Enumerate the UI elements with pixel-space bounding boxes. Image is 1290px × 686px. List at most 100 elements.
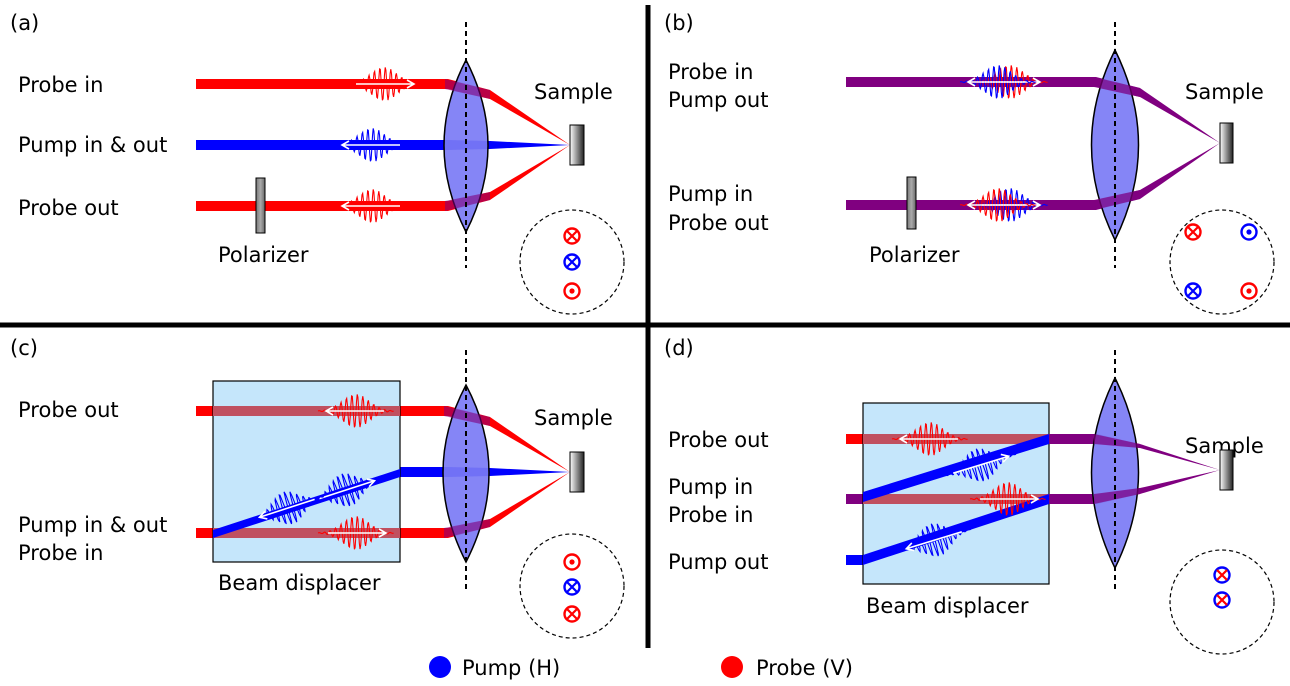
polarization-inset bbox=[1169, 549, 1275, 655]
polarization-cross bbox=[566, 581, 578, 593]
direction-arrow bbox=[980, 494, 1040, 504]
probe-cross-icon bbox=[563, 227, 581, 245]
probe-in-beam-right bbox=[400, 528, 448, 538]
sample bbox=[569, 451, 585, 493]
lens-probe-overlap-bottom bbox=[445, 192, 490, 211]
direction-arrow bbox=[898, 434, 958, 444]
legend-pump-label: Pump (H) bbox=[462, 656, 560, 680]
polarization-inset bbox=[519, 533, 625, 639]
label-probe-in: Probe in bbox=[668, 503, 753, 527]
label-polarizer: Polarizer bbox=[869, 243, 960, 267]
polarization-cross bbox=[1216, 569, 1228, 581]
label-sample: Sample bbox=[534, 406, 613, 430]
lens-overlap-top bbox=[1094, 77, 1140, 97]
panel-d-tag: (d) bbox=[664, 336, 694, 360]
legend-probe-label: Probe (V) bbox=[756, 656, 853, 680]
polarization-inset bbox=[519, 209, 625, 315]
direction-arrow bbox=[356, 79, 416, 89]
wave-packet bbox=[345, 67, 422, 101]
pump-beam bbox=[196, 140, 448, 150]
pump-out-beam-left bbox=[846, 555, 863, 565]
polarization-dot bbox=[569, 288, 575, 294]
polarizer bbox=[906, 176, 917, 230]
probe-out-beam bbox=[196, 201, 448, 211]
lens-overlap-bottom bbox=[1094, 488, 1140, 504]
direction-arrow bbox=[966, 77, 1026, 87]
mixed-cross-icon bbox=[1213, 566, 1231, 584]
probe-cross-icon bbox=[1184, 223, 1202, 241]
label-sample: Sample bbox=[534, 80, 613, 104]
polarization-cross bbox=[566, 230, 578, 242]
mixed-beam-right-bottom bbox=[1049, 494, 1097, 504]
probe-dot-icon bbox=[563, 553, 581, 571]
wave-packet bbox=[309, 473, 383, 507]
probe-in-beam bbox=[196, 79, 448, 89]
direction-arrow bbox=[340, 140, 400, 150]
polarizer bbox=[255, 177, 266, 234]
direction-arrow bbox=[904, 531, 963, 552]
pulse-probe-out bbox=[333, 189, 410, 223]
panel-a-tag: (a) bbox=[10, 11, 39, 35]
legend-pump-marker bbox=[429, 656, 451, 678]
label-probe-in: Probe in bbox=[18, 541, 103, 565]
label-pump-in: Pump in bbox=[668, 182, 753, 206]
direction-arrow bbox=[340, 201, 400, 211]
pump-beam-right bbox=[400, 467, 448, 477]
label-pump-in-out: Pump in & out bbox=[18, 513, 167, 537]
label-pump-in: Pump in bbox=[668, 475, 753, 499]
panel-d: (d) Probe out Pump in Probe in Pump out … bbox=[664, 336, 1275, 655]
probe-cross-icon bbox=[563, 605, 581, 623]
direction-arrow bbox=[328, 528, 388, 538]
probe-out-beam-right bbox=[400, 406, 448, 416]
polarization-dot bbox=[569, 559, 575, 565]
wave-packet bbox=[969, 482, 1046, 516]
label-sample: Sample bbox=[1185, 80, 1264, 104]
polarization-cross bbox=[566, 608, 578, 620]
polarization-cross bbox=[1187, 285, 1199, 297]
pulse-pump-out bbox=[251, 491, 325, 525]
probe-dot-icon bbox=[1240, 282, 1258, 300]
probe-out-beam-left bbox=[196, 406, 214, 416]
sample bbox=[1219, 449, 1234, 491]
direction-arrow bbox=[257, 498, 315, 520]
probe-out-in-displacer bbox=[213, 406, 400, 416]
probe-in-beam-left bbox=[196, 528, 214, 538]
pulse-probe-in bbox=[345, 67, 422, 101]
polarization-cross bbox=[1187, 226, 1199, 238]
mixed-cross-icon bbox=[1213, 591, 1231, 609]
wave-packet bbox=[943, 448, 1017, 482]
panel-b: (b) Probe in Pump out Pump in Probe out … bbox=[664, 11, 1275, 315]
pump-cross-icon bbox=[1184, 282, 1202, 300]
label-pump-in-out: Pump in & out bbox=[18, 133, 167, 157]
direction-arrow bbox=[324, 406, 384, 416]
label-probe-in: Probe in bbox=[668, 60, 753, 84]
label-probe-out: Probe out bbox=[668, 428, 769, 452]
legend: Pump (H) Probe (V) bbox=[429, 656, 853, 680]
label-probe-in: Probe in bbox=[18, 73, 103, 97]
label-pump-out: Pump out bbox=[668, 550, 768, 574]
polarization-dot bbox=[1246, 229, 1252, 235]
probe-dot-icon bbox=[563, 282, 581, 300]
lens-overlap-top bbox=[1094, 434, 1140, 448]
label-probe-out: Probe out bbox=[18, 398, 119, 422]
pulse-probe-in bbox=[969, 482, 1046, 516]
pulse-probe-in bbox=[317, 516, 394, 550]
polarization-cross bbox=[1216, 594, 1228, 606]
direction-arrow bbox=[966, 200, 1026, 210]
mixed-beam-right-top bbox=[1049, 434, 1097, 444]
label-beam-displacer: Beam displacer bbox=[866, 594, 1029, 618]
legend-probe-marker bbox=[721, 656, 743, 678]
sample bbox=[1219, 122, 1234, 164]
pulse-pump-out bbox=[898, 523, 972, 557]
pump-cross-icon bbox=[563, 578, 581, 596]
pulse-pump-out bbox=[959, 65, 1036, 99]
label-polarizer: Polarizer bbox=[218, 243, 309, 267]
direction-arrow bbox=[952, 453, 1011, 474]
label-probe-out: Probe out bbox=[668, 211, 769, 235]
wave-packet bbox=[317, 516, 394, 550]
probe-in-in-displacer bbox=[863, 494, 1049, 504]
pulse-probe-out bbox=[317, 394, 394, 428]
pulse-pump-in bbox=[333, 128, 410, 162]
sample bbox=[569, 124, 585, 166]
panel-a: (a) Probe in Pump in & out Probe out Pol… bbox=[10, 11, 625, 315]
